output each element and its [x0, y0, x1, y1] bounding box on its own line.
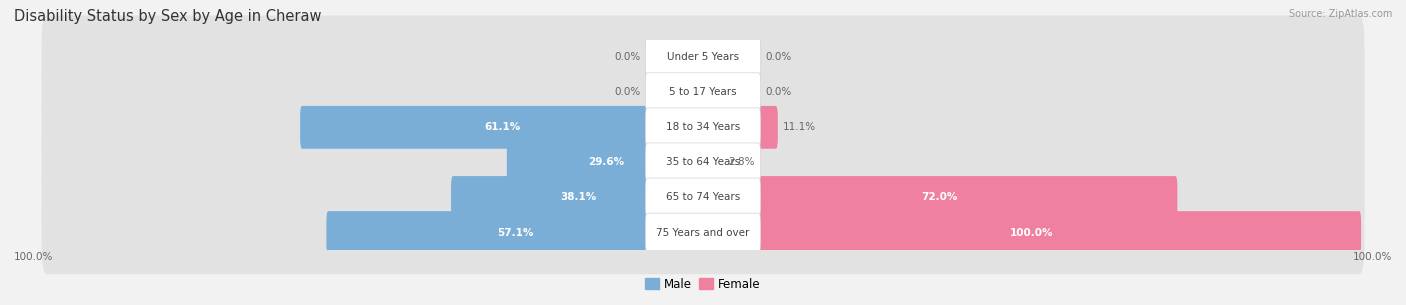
- Text: 100.0%: 100.0%: [1010, 228, 1053, 238]
- Text: 65 to 74 Years: 65 to 74 Years: [666, 192, 740, 203]
- Text: Source: ZipAtlas.com: Source: ZipAtlas.com: [1288, 9, 1392, 19]
- FancyBboxPatch shape: [702, 211, 1361, 254]
- Text: 29.6%: 29.6%: [588, 157, 624, 167]
- Text: Under 5 Years: Under 5 Years: [666, 52, 740, 62]
- FancyBboxPatch shape: [645, 38, 761, 77]
- Text: 18 to 34 Years: 18 to 34 Years: [666, 122, 740, 132]
- Text: 2.8%: 2.8%: [728, 157, 755, 167]
- FancyBboxPatch shape: [42, 16, 1364, 99]
- Text: 11.1%: 11.1%: [782, 122, 815, 132]
- Text: 100.0%: 100.0%: [14, 252, 53, 262]
- Text: 0.0%: 0.0%: [614, 52, 641, 62]
- Text: Disability Status by Sex by Age in Cheraw: Disability Status by Sex by Age in Chera…: [14, 9, 322, 24]
- Text: 0.0%: 0.0%: [765, 52, 792, 62]
- Text: 100.0%: 100.0%: [1353, 252, 1392, 262]
- FancyBboxPatch shape: [506, 141, 704, 184]
- Text: 0.0%: 0.0%: [614, 87, 641, 97]
- FancyBboxPatch shape: [451, 176, 704, 219]
- FancyBboxPatch shape: [42, 156, 1364, 239]
- FancyBboxPatch shape: [326, 211, 704, 254]
- FancyBboxPatch shape: [645, 213, 761, 252]
- Legend: Male, Female: Male, Female: [641, 273, 765, 295]
- Text: 72.0%: 72.0%: [921, 192, 957, 203]
- FancyBboxPatch shape: [702, 106, 778, 149]
- FancyBboxPatch shape: [42, 86, 1364, 169]
- FancyBboxPatch shape: [42, 51, 1364, 134]
- FancyBboxPatch shape: [645, 143, 761, 182]
- FancyBboxPatch shape: [702, 141, 723, 184]
- Text: 0.0%: 0.0%: [765, 87, 792, 97]
- FancyBboxPatch shape: [42, 191, 1364, 274]
- Text: 5 to 17 Years: 5 to 17 Years: [669, 87, 737, 97]
- FancyBboxPatch shape: [299, 106, 704, 149]
- Text: 35 to 64 Years: 35 to 64 Years: [666, 157, 740, 167]
- FancyBboxPatch shape: [702, 176, 1177, 219]
- Text: 57.1%: 57.1%: [498, 228, 534, 238]
- FancyBboxPatch shape: [645, 108, 761, 147]
- FancyBboxPatch shape: [42, 121, 1364, 204]
- Text: 75 Years and over: 75 Years and over: [657, 228, 749, 238]
- FancyBboxPatch shape: [645, 73, 761, 112]
- Text: 61.1%: 61.1%: [485, 122, 520, 132]
- FancyBboxPatch shape: [645, 178, 761, 217]
- Text: 38.1%: 38.1%: [560, 192, 596, 203]
